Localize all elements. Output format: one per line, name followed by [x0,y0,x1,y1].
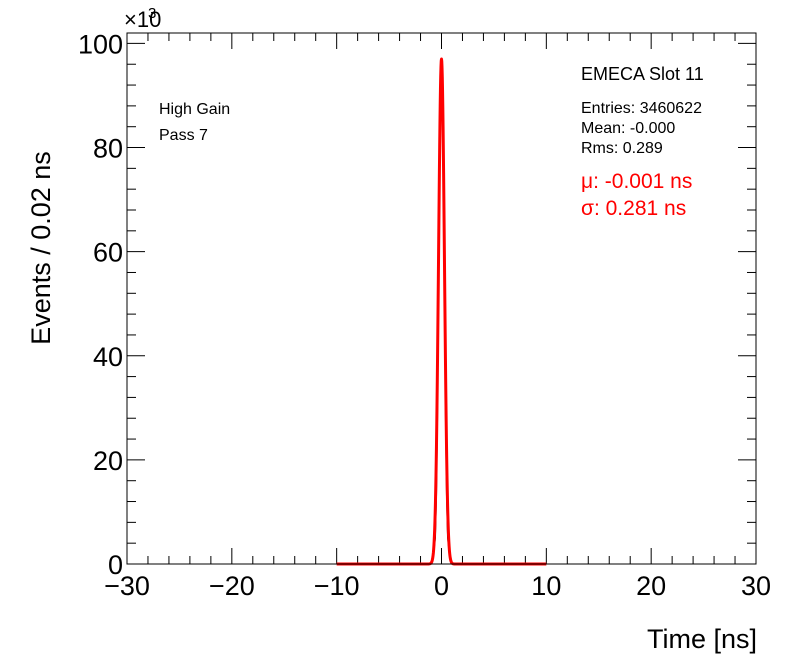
y-tick-label: 80 [93,134,123,164]
y-tick-label: 40 [93,342,123,372]
stats-title: EMECA Slot 11 [581,64,704,84]
gaussian-fit-curve [335,57,548,566]
y-tick-label: 60 [93,238,123,268]
stats-entries: Entries: 3460622 [581,100,702,117]
x-axis-label: Time [ns] [647,624,757,654]
y-axis-label: Events / 0.02 ns [26,151,56,345]
x-tick-label: 0 [434,571,449,601]
pass-label: Pass 7 [159,127,208,144]
x-tick-label: 10 [531,571,561,601]
x-tick-label: −20 [209,571,255,601]
y-tick-label: 0 [108,550,123,580]
gain-label: High Gain [159,101,230,118]
x-tick-label: 20 [636,571,666,601]
plot-frame [126,32,757,565]
x-tick-label: 30 [741,571,771,601]
fit-sigma: σ: 0.281 ns [581,197,686,220]
axis-tick-labels: −30 −20 −10 0 10 20 30 0 20 40 60 80 100 [78,29,771,601]
plot-series [335,57,548,566]
histogram-series [430,58,453,564]
y-tick-label: 100 [78,29,123,59]
y-multiplier: ×10 [124,7,161,32]
fit-mu: μ: -0.001 ns [581,170,692,193]
y-multiplier-exponent: 3 [148,5,156,22]
x-tick-label: −10 [314,571,360,601]
y-tick-label: 20 [93,446,123,476]
x-tick-label: −30 [104,571,150,601]
stats-mean: Mean: -0.000 [581,120,675,137]
stats-rms: Rms: 0.289 [581,140,663,157]
